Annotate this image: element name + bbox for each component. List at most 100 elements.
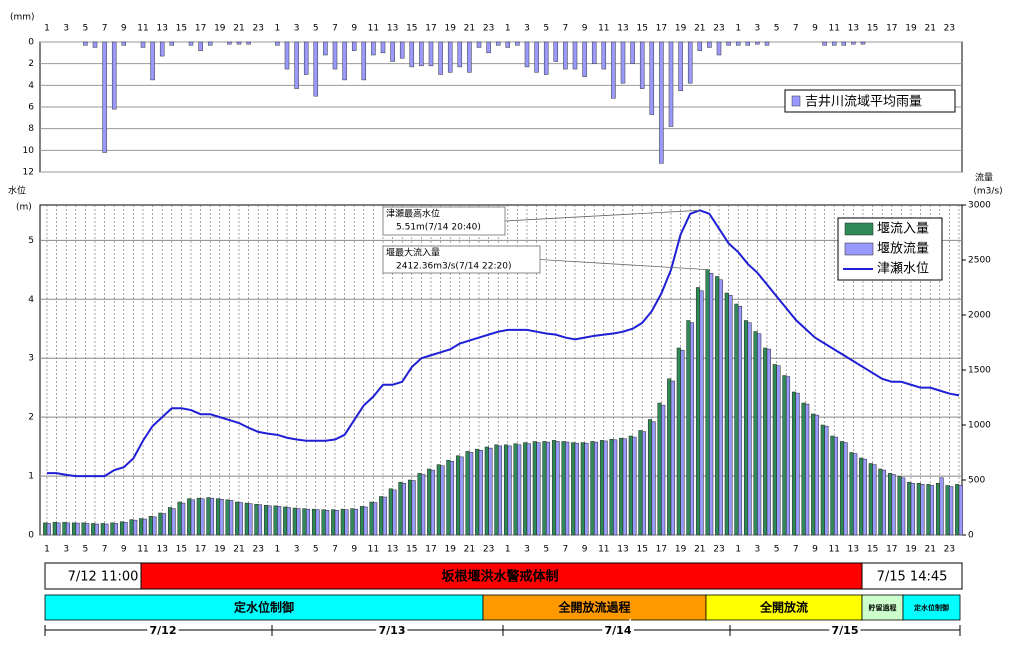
- flow-bar: [632, 436, 637, 536]
- flow-bar: [200, 498, 205, 536]
- x-tick-label: 15: [636, 24, 647, 34]
- rain-bar: [697, 41, 703, 51]
- phase-band: [44, 594, 484, 621]
- y-tick-label: 0: [28, 531, 34, 541]
- flow-bar: [273, 505, 278, 536]
- rain-bar: [534, 41, 539, 73]
- flow-bar: [772, 364, 777, 536]
- x-tick-label: 3: [524, 24, 530, 34]
- x-tick-label: 21: [233, 24, 244, 34]
- flow-bar: [830, 435, 835, 536]
- flow-bar: [363, 506, 368, 536]
- rain-bar: [822, 41, 827, 46]
- rain-bar: [543, 41, 549, 75]
- rain-bar: [553, 41, 559, 62]
- x-tick-label: 17: [425, 24, 436, 34]
- rain-bar: [332, 41, 338, 70]
- rain-bar: [851, 41, 856, 45]
- flow-bar: [939, 477, 944, 536]
- flow-bar: [638, 430, 643, 536]
- flow-bar: [686, 320, 691, 536]
- phase-band: [861, 594, 904, 621]
- flow-bar: [776, 365, 781, 536]
- x-tick-label: 17: [886, 24, 897, 34]
- flow-bar: [254, 503, 259, 536]
- x-tick-label: 3: [294, 545, 300, 555]
- x-tick-label: 5: [774, 545, 780, 555]
- flow-bar: [469, 452, 474, 536]
- flow-bar: [497, 445, 503, 536]
- flow-bar: [449, 461, 455, 536]
- flow-bar: [446, 459, 451, 536]
- y-axis-label: 水位: [8, 185, 26, 197]
- date-label: 7/13: [379, 624, 406, 637]
- flow-bar: [782, 375, 787, 536]
- flow-bar: [244, 502, 249, 536]
- flow-bar: [705, 269, 710, 536]
- flow-bar: [843, 442, 848, 536]
- x-tick-label: 1: [275, 545, 281, 555]
- flow-bar: [235, 501, 240, 536]
- annotation-title: 津瀬最高水位: [386, 208, 440, 220]
- rain-bar: [419, 41, 424, 67]
- rain-bar: [361, 41, 367, 81]
- flow-bar: [344, 509, 349, 536]
- x-tick-label: 3: [524, 545, 530, 555]
- flow-bar: [56, 522, 61, 536]
- x-tick-label: 21: [464, 545, 475, 555]
- rain-bar: [495, 41, 501, 46]
- x-tick-label: 23: [944, 24, 955, 34]
- rain-bar: [515, 41, 520, 46]
- flow-bar: [916, 483, 921, 536]
- flow-bar: [805, 403, 810, 536]
- flow-bar: [465, 451, 470, 536]
- legend-swatch: [844, 242, 874, 256]
- flow-bar: [152, 516, 157, 536]
- flow-bar: [699, 290, 704, 536]
- x-tick-label: 9: [812, 24, 818, 34]
- x-tick-label: 9: [351, 545, 357, 555]
- flow-bar: [331, 509, 336, 536]
- flow-bar: [81, 522, 86, 536]
- flow-bar: [561, 441, 566, 536]
- rain-bar: [572, 41, 578, 70]
- flow-bar: [110, 522, 115, 536]
- flow-bar: [603, 440, 608, 536]
- flow-bar: [513, 443, 518, 536]
- flow-bar: [459, 456, 464, 536]
- flow-bar: [417, 473, 422, 536]
- x-tick-label: 3: [63, 545, 69, 555]
- flow-bar: [887, 473, 893, 536]
- x-tick-label: 21: [233, 545, 244, 555]
- rain-bar: [476, 41, 482, 48]
- legend-label: 吉井川流域平均雨量: [805, 95, 922, 110]
- x-tick-label: 7: [793, 545, 799, 555]
- flow-bar: [737, 305, 743, 536]
- x-tick-label: 5: [313, 24, 319, 34]
- x-tick-label: 7: [102, 24, 108, 34]
- x-tick-label: 1: [505, 24, 511, 34]
- flow-bar: [609, 439, 614, 536]
- y-tick-label: 0: [28, 38, 34, 48]
- rain-bar: [428, 41, 434, 67]
- flow-bar: [129, 519, 134, 536]
- flow-bar: [523, 442, 528, 536]
- x-tick-label: 1: [735, 545, 741, 555]
- flow-bar: [94, 523, 99, 536]
- flow-bar: [920, 484, 925, 536]
- legend-swatch: [844, 222, 874, 236]
- flow-bar: [475, 448, 480, 536]
- rain-bar: [438, 41, 443, 75]
- rain-bar: [351, 41, 357, 51]
- rain-bar: [524, 41, 530, 68]
- flow-bar: [283, 506, 288, 536]
- flow-bar: [263, 505, 269, 536]
- rain-bar: [735, 41, 741, 46]
- x-tick-label: 15: [867, 545, 878, 555]
- flow-bar: [158, 512, 163, 536]
- flow-bar: [628, 435, 633, 536]
- x-tick-label: 15: [636, 545, 647, 555]
- flow-bar: [536, 442, 541, 536]
- flow-bar: [551, 440, 557, 536]
- flow-bar: [91, 523, 96, 536]
